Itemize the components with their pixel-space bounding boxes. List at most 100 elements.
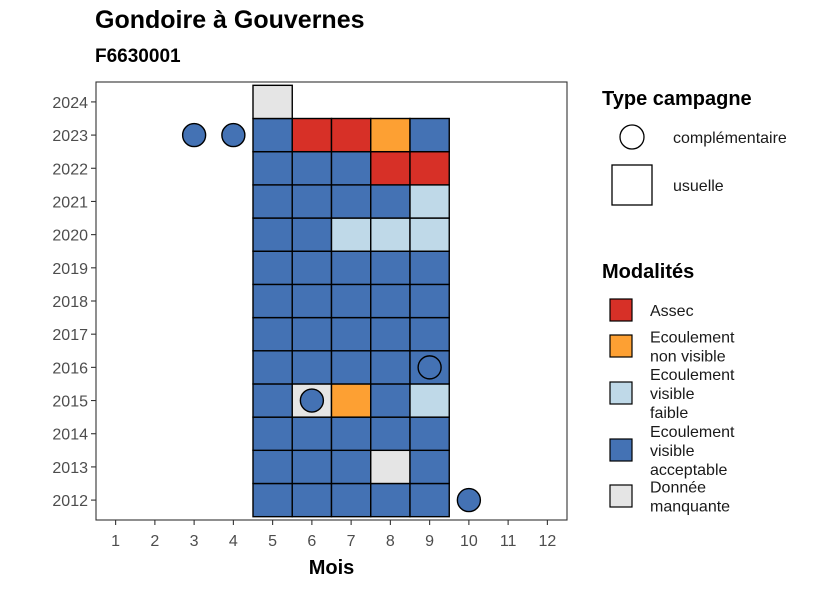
legend-label-ecoul_va-1: visible [650,443,695,460]
x-tick-label-2: 2 [150,533,159,550]
legend-label-ecoul_nv-1: non visible [650,349,726,366]
x-tick-label-12: 12 [538,533,556,550]
chart-title: Gondoire à Gouvernes [95,6,365,34]
y-tick-label-2023: 2023 [52,128,88,145]
legend-campaign-title: Type campagne [602,88,752,110]
y-tick-label-2021: 2021 [52,194,88,211]
tile-2020-m9 [409,217,450,252]
tile-2021-m7 [330,184,372,219]
tile-2022-m7 [330,150,372,186]
tile-2021-m9 [409,184,450,219]
tile-2013-m6 [291,449,333,485]
tile-2012-m9 [409,482,450,518]
y-tick-label-2015: 2015 [52,394,88,411]
tile-2013-m9 [409,449,450,485]
tile-2022-m5 [252,150,293,186]
tile-2016-m6 [291,350,333,385]
tile-2017-m6 [291,316,333,352]
chart-subtitle: F6630001 [95,46,181,67]
tile-2016-m7 [330,350,372,385]
tile-2018-m7 [330,283,372,319]
x-tick-label-5: 5 [268,533,277,550]
tile-2021-m8 [370,184,411,219]
tile-2013-m8 [370,449,411,485]
tile-2017-m5 [252,316,293,352]
tile-2019-m8 [370,250,411,286]
tile-2019-m6 [291,250,333,286]
legend-label-ecoul_va-0: Ecoulement [650,424,735,441]
x-tick-label-3: 3 [190,533,199,550]
tile-2014-m6 [291,416,333,452]
y-tick-label-2019: 2019 [52,261,88,278]
tile-2017-m8 [370,316,411,352]
tile-2014-m8 [370,416,411,452]
tile-2019-m9 [409,250,450,286]
legend-label-ecoul_vf-1: visible [650,386,695,403]
legend-label-assec-0: Assec [650,303,694,320]
legend-label-ecoul_va-2: acceptable [650,462,727,479]
legend-campaign-label-1: usuelle [673,178,724,195]
tile-2015-m9 [409,383,450,418]
y-tick-label-2012: 2012 [52,493,88,510]
tile-2017-m9 [409,316,450,352]
tile-2019-m7 [330,250,372,286]
tile-2023-m5 [252,117,293,153]
tile-2014-m7 [330,416,372,452]
y-tick-label-2017: 2017 [52,327,88,344]
legend-label-ecoul_vf-2: faible [650,405,688,422]
tile-2024-m5 [252,84,293,120]
tile-2014-m9 [409,416,450,452]
legend-square-symbol [611,164,653,206]
tile-2020-m8 [370,217,411,252]
tile-2022-m8 [370,150,411,186]
tile-2022-m6 [291,150,333,186]
tile-2012-m8 [370,482,411,518]
legend-label-missing-1: manquante [650,499,730,516]
y-tick-label-2014: 2014 [52,427,88,444]
tile-2023-m6 [291,117,333,153]
legend-label-ecoul_vf-0: Ecoulement [650,367,735,384]
point-2023-m3 [181,122,207,148]
tile-2016-m8 [370,350,411,385]
tile-2016-m5 [252,350,293,385]
y-tick-label-2020: 2020 [52,228,88,245]
tile-2018-m6 [291,283,333,319]
x-tick-label-10: 10 [460,533,478,550]
legend-campaign-label-0: complémentaire [673,130,787,147]
tile-2012-m6 [291,482,333,518]
tile-2018-m5 [252,283,293,319]
legend-swatch-assec [609,298,633,322]
point-2016-m9 [417,355,442,380]
tile-2013-m7 [330,449,372,485]
tile-2023-m9 [409,117,450,153]
tile-2018-m8 [370,283,411,319]
x-tick-label-1: 1 [111,533,120,550]
tile-2014-m5 [252,416,293,452]
tile-2015-m5 [252,383,293,418]
tile-2020-m5 [252,217,293,252]
tile-2023-m8 [370,117,411,153]
tile-2021-m5 [252,184,293,219]
legend-label-ecoul_nv-0: Ecoulement [650,330,735,347]
y-tick-label-2024: 2024 [52,95,88,112]
tile-2020-m6 [291,217,333,252]
x-tick-label-11: 11 [500,533,517,550]
x-tick-label-6: 6 [307,533,316,550]
tile-2021-m6 [291,184,333,219]
legend-swatch-missing [609,484,633,508]
tile-2017-m7 [330,316,372,352]
tile-2012-m5 [252,482,293,518]
y-tick-label-2013: 2013 [52,460,88,477]
tile-2015-m8 [370,383,411,418]
point-2023-m4 [221,122,246,148]
tile-2015-m7 [330,383,372,418]
tile-2012-m7 [330,482,372,518]
x-tick-label-9: 9 [425,533,434,550]
x-tick-label-7: 7 [347,533,356,550]
legend-swatch-ecoul_va [609,438,633,462]
point-2012-m10 [456,487,482,513]
legend-swatch-ecoul_nv [609,334,633,358]
tile-2022-m9 [409,150,450,186]
x-tick-label-4: 4 [229,533,238,550]
